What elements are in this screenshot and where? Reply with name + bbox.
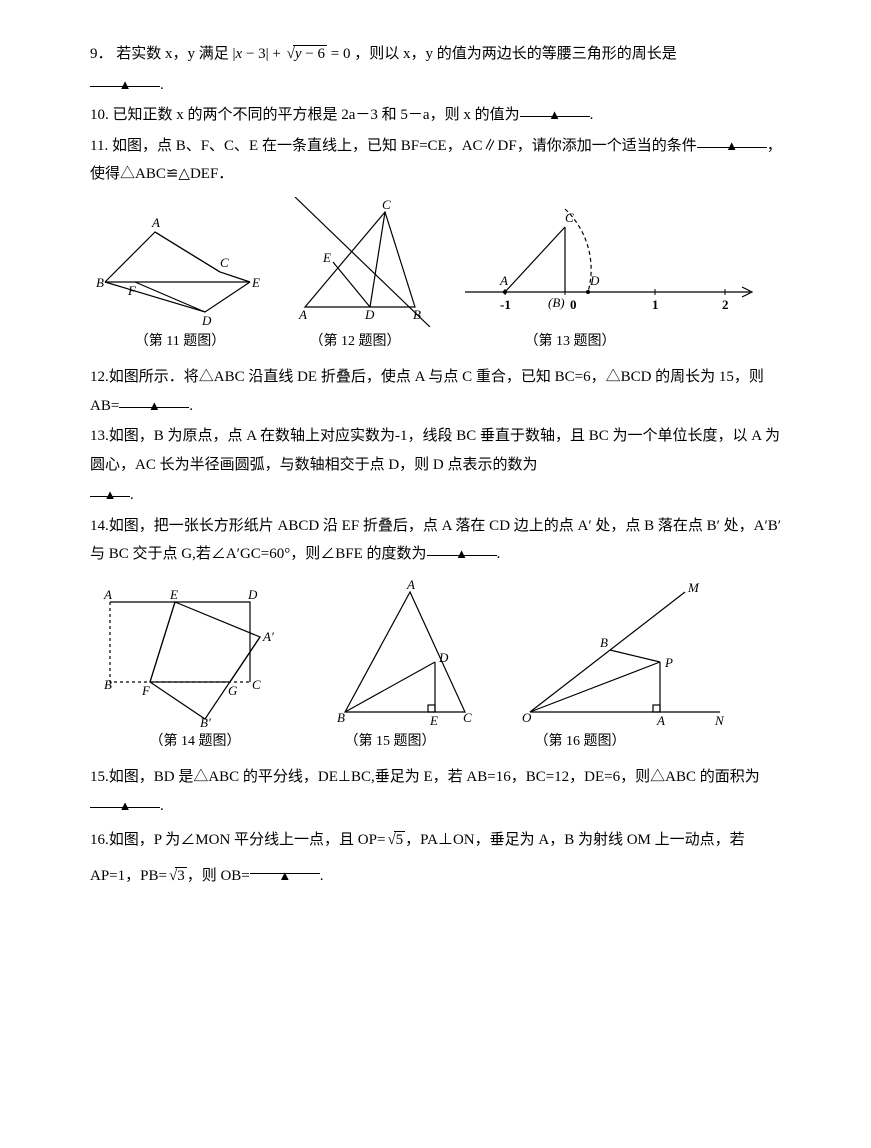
cap-13: （第 13 题图） <box>440 329 700 356</box>
svg-text:G: G <box>228 683 238 698</box>
figure-row-1: A B F C E D C A B D E <box>90 197 791 327</box>
q10-blank <box>520 101 590 117</box>
figure-15: A B C D E <box>315 577 485 727</box>
svg-text:F: F <box>141 683 151 698</box>
svg-text:B: B <box>104 677 112 692</box>
q15-t1: 如图，BD 是△ABC 的平分线，DE⊥BC,垂足为 E，若 AB=16，BC=… <box>109 769 760 785</box>
figure-caption-row-2: （第 14 题图） （第 15 题图） （第 16 题图） <box>90 729 791 756</box>
q10-t2: . <box>590 107 594 123</box>
svg-text:C: C <box>220 255 229 270</box>
svg-text:C: C <box>382 197 391 212</box>
q13-t1: 如图，B 为原点，点 A 在数轴上对应实数为-1，线段 BC 垂直于数轴，且 B… <box>90 428 780 473</box>
question-14: 14.如图，把一张长方形纸片 ABCD 沿 EF 折叠后，点 A 落在 CD 边… <box>90 512 791 569</box>
q9-blank <box>90 71 160 87</box>
svg-text:A: A <box>151 215 160 230</box>
q14-num: 14. <box>90 518 109 534</box>
figure-16: O M N A B P <box>510 577 730 727</box>
svg-text:0: 0 <box>570 297 577 312</box>
question-10: 10. 已知正数 x 的两个不同的平方根是 2a－3 和 5－a，则 x 的值为… <box>90 101 791 130</box>
q15-blank <box>90 792 160 808</box>
svg-text:A′: A′ <box>262 629 274 644</box>
svg-text:B: B <box>413 307 421 322</box>
q15-num: 15. <box>90 769 109 785</box>
figure-13: A C D (B) -1 0 1 2 <box>460 197 760 327</box>
figure-caption-row-1: （第 11 题图） （第 12 题图） （第 13 题图） <box>90 329 791 356</box>
svg-text:-1: -1 <box>500 297 511 312</box>
svg-text:A: A <box>499 273 508 288</box>
svg-text:D: D <box>438 650 449 665</box>
q14-blank <box>427 540 497 556</box>
question-11: 11. 如图，点 B、F、C、E 在一条直线上，已知 BF=CE，AC∥DF，请… <box>90 132 791 189</box>
question-9: 9． 若实数 x，y 满足 |x − 3| + y − 6 = 0 ，则以 x，… <box>90 40 791 69</box>
svg-text:C: C <box>463 710 472 725</box>
q16-t4: . <box>320 868 324 884</box>
q9-num: 9． <box>90 46 113 62</box>
svg-text:F: F <box>127 283 137 298</box>
q12-t2: . <box>189 398 193 414</box>
svg-text:A: A <box>406 577 415 592</box>
svg-text:B: B <box>96 275 104 290</box>
q12-blank <box>119 392 189 408</box>
svg-text:A: A <box>103 587 112 602</box>
q13-num: 13. <box>90 428 109 444</box>
cap-14: （第 14 题图） <box>90 729 300 756</box>
q9-t3: . <box>160 77 164 93</box>
svg-text:E: E <box>251 275 260 290</box>
svg-text:P: P <box>664 655 673 670</box>
cap-15: （第 15 题图） <box>300 729 480 756</box>
q10-t1: 已知正数 x 的两个不同的平方根是 2a－3 和 5－a，则 x 的值为 <box>113 107 520 123</box>
svg-text:B: B <box>337 710 345 725</box>
question-16: 16.如图，P 为∠MON 平分线上一点，且 OP=5，PA⊥ON，垂足为 A，… <box>90 822 791 894</box>
q13-blank <box>90 481 130 497</box>
svg-text:2: 2 <box>722 297 729 312</box>
svg-text:D: D <box>201 313 212 327</box>
svg-text:C: C <box>252 677 261 692</box>
question-13: 13.如图，B 为原点，点 A 在数轴上对应实数为-1，线段 BC 垂直于数轴，… <box>90 422 791 479</box>
question-12: 12.如图所示．将△ABC 沿直线 DE 折叠后，使点 A 与点 C 重合，已知… <box>90 363 791 420</box>
svg-text:D: D <box>247 587 258 602</box>
question-15: 15.如图，BD 是△ABC 的平分线，DE⊥BC,垂足为 E，若 AB=16，… <box>90 763 791 820</box>
q16-blank <box>250 858 320 874</box>
svg-text:B′: B′ <box>200 715 211 727</box>
svg-text:E: E <box>322 250 331 265</box>
svg-text:O: O <box>522 710 532 725</box>
svg-text:D: D <box>364 307 375 322</box>
cap-11: （第 11 题图） <box>90 329 270 356</box>
svg-text:E: E <box>429 713 438 727</box>
q15-t2: . <box>160 798 164 814</box>
svg-text:A: A <box>298 307 307 322</box>
cap-12: （第 12 题图） <box>270 329 440 356</box>
q9-t2: ，则以 x，y 的值为两边长的等腰三角形的周长是 <box>354 46 677 62</box>
svg-text:1: 1 <box>652 297 659 312</box>
question-13b: . <box>90 481 791 510</box>
q16-pb: 3 <box>167 858 187 894</box>
cap-16: （第 16 题图） <box>480 729 680 756</box>
svg-text:(B): (B) <box>548 295 565 310</box>
q12-num: 12. <box>90 369 109 385</box>
question-9b: . <box>90 71 791 100</box>
figure-12: C A B D E <box>285 197 435 327</box>
q10-num: 10. <box>90 107 109 123</box>
figure-11: A B F C E D <box>90 207 260 327</box>
q11-blank <box>697 132 767 148</box>
figure-row-2: A D B C E F G A′ B′ A B C D E O <box>90 577 791 727</box>
svg-text:N: N <box>714 713 725 727</box>
svg-text:E: E <box>169 587 178 602</box>
q11-t1: 如图，点 B、F、C、E 在一条直线上，已知 BF=CE，AC∥DF，请你添加一… <box>112 138 697 154</box>
q16-t3: ，则 OB= <box>187 868 250 884</box>
figure-14: A D B C E F G A′ B′ <box>90 577 290 727</box>
svg-text:D: D <box>589 273 600 288</box>
svg-text:C: C <box>565 210 574 225</box>
q16-op: 5 <box>385 822 405 858</box>
q9-t1: 若实数 x，y 满足 <box>116 46 229 62</box>
q11-num: 11. <box>90 138 108 154</box>
q16-num: 16. <box>90 832 109 848</box>
q9-expr: |x − 3| + y − 6 = 0 <box>233 46 355 62</box>
q13-t2: . <box>130 487 134 503</box>
q14-t2: . <box>497 546 501 562</box>
svg-text:M: M <box>687 580 700 595</box>
svg-text:A: A <box>656 713 665 727</box>
q16-t1: 如图，P 为∠MON 平分线上一点，且 OP= <box>109 832 386 848</box>
svg-text:B: B <box>600 635 608 650</box>
